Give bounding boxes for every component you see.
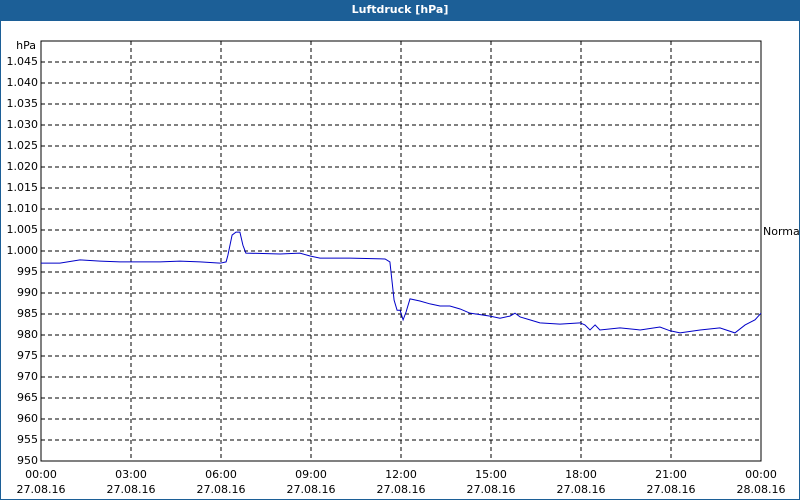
x-tick-date: 27.08.16 [377, 483, 426, 496]
x-tick-date: 27.08.16 [467, 483, 516, 496]
title-bar [0, 0, 800, 20]
x-tick-date: 27.08.16 [17, 483, 66, 496]
y-tick-label: 1.015 [7, 181, 39, 194]
x-tick-date: 27.08.16 [557, 483, 606, 496]
y-axis-label: hPa [16, 39, 36, 52]
x-tick-label: 12:00 [385, 468, 417, 481]
plot-frame [40, 40, 762, 462]
chart-title: Luftdruck [hPa] [352, 3, 449, 16]
y-tick-label: 1.040 [7, 76, 39, 89]
x-tick-date: 28.08.16 [737, 483, 786, 496]
y-tick-label: 975 [17, 349, 38, 362]
x-tick-label: 09:00 [295, 468, 327, 481]
x-tick-date: 27.08.16 [107, 483, 156, 496]
y-tick-label: 995 [17, 265, 38, 278]
y-tick-label: 970 [17, 370, 38, 383]
x-tick-date: 27.08.16 [197, 483, 246, 496]
x-tick-label: 18:00 [565, 468, 597, 481]
data-line [41, 231, 762, 334]
x-tick-label: 21:00 [655, 468, 687, 481]
y-tick-label: 965 [17, 391, 38, 404]
x-tick-date: 27.08.16 [647, 483, 696, 496]
x-tick-label: 15:00 [475, 468, 507, 481]
x-tick-label: 00:00 [745, 468, 777, 481]
y-tick-label: 955 [17, 433, 38, 446]
y-tick-label: 1.005 [7, 223, 39, 236]
y-tick-label: 1.035 [7, 97, 39, 110]
x-tick-label: 00:00 [25, 468, 57, 481]
y-tick-label: 1.020 [7, 160, 39, 173]
y-tick-label: 1.010 [7, 202, 39, 215]
y-tick-label: 1.000 [7, 244, 39, 257]
x-tick-label: 06:00 [205, 468, 237, 481]
y-tick-label: 950 [17, 454, 38, 467]
y-tick-label: 990 [17, 286, 38, 299]
x-tick-date: 27.08.16 [287, 483, 336, 496]
y-tick-label: 980 [17, 328, 38, 341]
y-tick-label: 960 [17, 412, 38, 425]
y-tick-label: 1.025 [7, 139, 39, 152]
x-tick-label: 03:00 [115, 468, 147, 481]
y-tick-label: 1.030 [7, 118, 39, 131]
y-tick-label: 1.045 [7, 55, 39, 68]
y-tick-label: 985 [17, 307, 38, 320]
window-border [0, 20, 800, 500]
reference-label: Normal [763, 225, 800, 238]
